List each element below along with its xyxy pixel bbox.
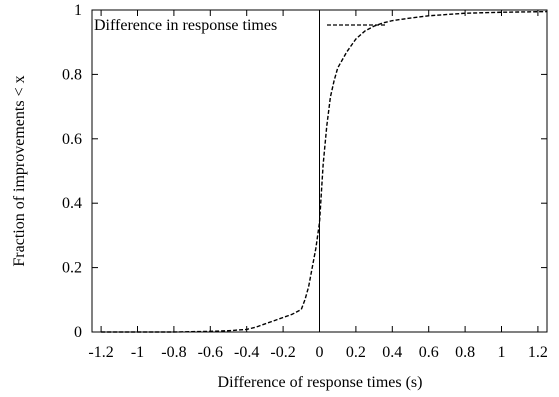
x-tick-label: 1 (498, 344, 506, 361)
y-tick-label: 0.6 (62, 131, 82, 148)
x-tick-label: -0.2 (270, 344, 295, 361)
x-tick-label: -0.6 (198, 344, 223, 361)
x-tick-label: 1.2 (528, 344, 548, 361)
x-tick-label: 0.6 (419, 344, 439, 361)
y-tick-label: 0.8 (62, 66, 82, 83)
x-tick-label: -1 (131, 344, 144, 361)
x-axis-label: Difference of response times (s) (218, 374, 423, 391)
series-line (101, 10, 548, 333)
y-tick-label: 0.4 (62, 195, 82, 212)
x-tick-label: 0.2 (346, 344, 366, 361)
x-tick-label: -1.2 (88, 344, 113, 361)
x-tick-label: 0.8 (455, 344, 475, 361)
x-tick-label: -0.4 (234, 344, 259, 361)
x-tick-label: 0.4 (382, 344, 402, 361)
y-tick-label: 0 (74, 324, 82, 341)
legend-label: Difference in response times (94, 17, 277, 34)
y-axis-ticks: 0 0.2 0.4 0.6 0.8 1 (62, 2, 547, 341)
x-axis-ticks: -1.2 -1 -0.8 -0.6 -0.4 -0.2 0 0.2 0.4 0.6 0.8 1 1.2 (88, 10, 548, 361)
y-axis-label: Fraction of improvements < x (11, 75, 28, 266)
x-tick-label: -0.8 (161, 344, 186, 361)
y-tick-label: 0.2 (62, 260, 82, 277)
y-tick-label: 1 (74, 2, 82, 19)
x-tick-label: 0 (316, 344, 324, 361)
